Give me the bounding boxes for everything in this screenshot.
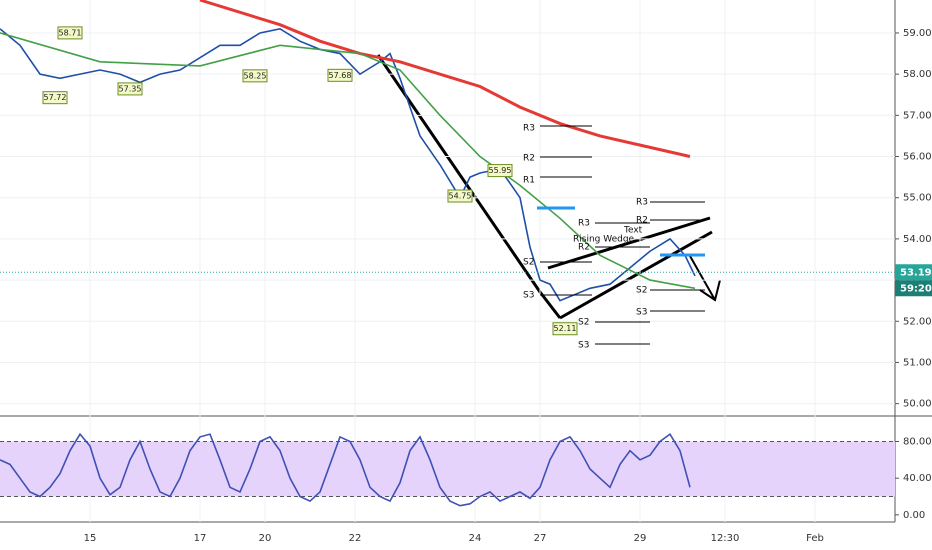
- y-tick-label: 58.00: [903, 69, 932, 80]
- series-line: [199, 0, 691, 158]
- y-tick-label: 57.00: [903, 110, 932, 121]
- annotation: S3: [523, 291, 534, 301]
- price-label-box: [447, 189, 473, 203]
- x-tick-label: 22: [349, 533, 362, 544]
- price-label: 57.68: [329, 71, 352, 80]
- annotation: R2: [578, 243, 590, 253]
- annotation: Rising Wedge: [573, 235, 635, 245]
- annotation: S2: [523, 258, 534, 268]
- y-tick-label: 50.00: [903, 399, 932, 410]
- series-line: [0, 27, 696, 302]
- x-tick-label: 27: [534, 533, 547, 544]
- price-label: 57.35: [119, 84, 142, 93]
- price-label-box: [57, 26, 83, 40]
- price-label: 58.25: [244, 71, 267, 80]
- annotation: S2: [636, 286, 647, 296]
- rsi-band: [0, 441, 895, 497]
- x-tick-label: Feb: [806, 533, 824, 544]
- series-line: [0, 32, 696, 290]
- annotation: R2: [636, 216, 648, 226]
- y-tick-label: 56.00: [903, 152, 932, 163]
- price-label-box: [242, 69, 268, 83]
- y-tick-label: 55.00: [903, 193, 932, 204]
- x-tick-label: 17: [194, 533, 207, 544]
- price-label-box: [487, 164, 513, 178]
- annotation: R2: [523, 154, 535, 164]
- y-tick-label: 52.00: [903, 316, 932, 327]
- annotation: S2: [578, 318, 589, 328]
- y-tick-label: 51.00: [903, 357, 932, 368]
- x-tick-label: 20: [259, 533, 272, 544]
- price-label: 55.95: [489, 166, 512, 175]
- countdown-label: 59:20: [900, 283, 932, 294]
- annotation: R3: [523, 124, 535, 134]
- annotation: S3: [636, 308, 647, 318]
- annotation: R1: [523, 176, 535, 186]
- x-tick-label: 12:30: [711, 533, 740, 544]
- annotation: Text: [623, 226, 643, 236]
- x-tick-label: 24: [469, 533, 482, 544]
- price-label-box: [42, 91, 68, 105]
- y-tick-label: 0.00: [903, 510, 925, 521]
- y-tick-label: 80.00: [903, 436, 932, 447]
- price-label-box: [552, 322, 578, 336]
- y-tick-label: 59.00: [903, 28, 932, 39]
- series-line: [0, 432, 691, 507]
- last-price-box: [895, 264, 932, 281]
- price-label: 52.11: [554, 324, 577, 333]
- y-tick-label: 54.00: [903, 234, 932, 245]
- price-label: 58.71: [59, 28, 82, 37]
- x-tick-label: 29: [634, 533, 647, 544]
- annotation: R3: [636, 198, 648, 208]
- x-tick-label: 15: [84, 533, 97, 544]
- price-label-box: [117, 82, 143, 96]
- annotation: S3: [578, 341, 589, 351]
- annotation: R3: [578, 219, 590, 229]
- countdown-box: [895, 280, 932, 297]
- price-label: 57.72: [44, 93, 67, 102]
- y-tick-label: 40.00: [903, 473, 932, 484]
- last-price-label: 53.19: [900, 267, 932, 278]
- price-label-box: [327, 68, 353, 82]
- price-label: 54.75: [449, 192, 472, 201]
